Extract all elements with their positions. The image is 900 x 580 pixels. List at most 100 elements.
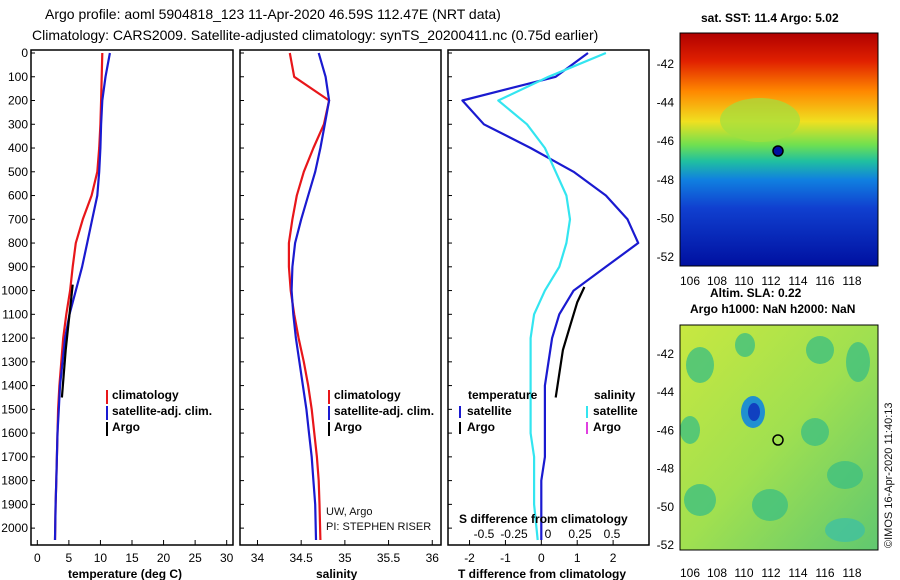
map-lon-tick-label: 106 [680, 274, 700, 288]
map-lon-tick-label: 118 [842, 274, 861, 288]
sst-map-title: sat. SST: 11.4 Argo: 5.02 [701, 11, 839, 25]
map-lon-tick-label: 110 [734, 566, 753, 580]
sla-eddy [806, 336, 834, 364]
map-lon-tick-label: 112 [761, 274, 780, 288]
map-lat-tick-label: -52 [657, 538, 675, 552]
s-difference-label: S difference from climatology [459, 512, 628, 526]
legend-label-climatology: climatology [334, 388, 401, 402]
depth-tick-label: 300 [8, 117, 28, 131]
s-diff-tick-label: 0.25 [568, 527, 592, 541]
temperature-legend: climatology satellite-adj. clim. Argo [106, 388, 212, 436]
sla-map [679, 324, 879, 551]
difference-panel-frame [447, 49, 650, 546]
legend-label-argo: Argo [112, 420, 140, 434]
map-lon-tick-label: 108 [707, 566, 727, 580]
legend-label-s-argo: Argo [593, 420, 621, 434]
s-diff-tick-label: -0.5 [474, 527, 495, 541]
series-line-temperature-argo [554, 286, 586, 398]
series-line-satellite-adj-clim- [53, 52, 111, 541]
argo-location-marker [772, 434, 784, 446]
depth-tick-label: 2000 [1, 521, 28, 535]
s-diff-tick-label: -0.25 [500, 527, 528, 541]
series-line-salinity-satellite [497, 51, 607, 541]
depth-tick-label: 1800 [1, 474, 28, 488]
map-lat-tick-label: -48 [657, 462, 675, 476]
x-tick-label: 1 [574, 551, 581, 565]
sla-title-line1: Altim. SLA: 0.22 [710, 286, 802, 300]
depth-tick-label: 1600 [1, 426, 28, 440]
map-lat-tick-label: -46 [657, 134, 675, 148]
depth-tick-label: 200 [8, 94, 28, 108]
x-tick-label: 30 [220, 551, 234, 565]
map-lat-tick-label: -44 [657, 385, 675, 399]
legend-label-argo: Argo [334, 420, 362, 434]
map-lat-tick-label: -42 [657, 347, 675, 361]
legend-label-satellite: satellite-adj. clim. [334, 404, 434, 418]
salinity-xlabel: salinity [316, 567, 358, 580]
depth-tick-label: 500 [8, 165, 28, 179]
depth-tick-label: 100 [8, 70, 28, 84]
map-lat-tick-label: -50 [657, 500, 675, 514]
series-line-temperature-satellite [461, 52, 640, 540]
map-lon-tick-label: 118 [842, 566, 861, 580]
sla-eddy [680, 416, 700, 444]
series-line-climatology [53, 52, 104, 541]
s-diff-tick-label: 0.5 [604, 527, 621, 541]
depth-tick-label: 1300 [1, 355, 28, 369]
series-line-climatology [287, 52, 331, 541]
legend-label-climatology: climatology [112, 388, 179, 402]
pi-note: PI: STEPHEN RISER [326, 521, 431, 533]
legend-label-t-argo: Argo [467, 420, 495, 434]
legend-label-s-satellite: satellite [593, 404, 638, 418]
sst-map [679, 32, 879, 267]
x-tick-label: 20 [157, 551, 171, 565]
depth-tick-label: 1000 [1, 284, 28, 298]
depth-tick-label: 800 [8, 236, 28, 250]
map-lat-tick-label: -46 [657, 423, 675, 437]
x-tick-label: -2 [464, 551, 475, 565]
map-lon-tick-label: 114 [788, 566, 807, 580]
map-lat-tick-label: -52 [657, 250, 675, 264]
difference-legend: temperature salinity satellite satellite… [459, 388, 638, 526]
chart-title-line1: Argo profile: aoml 5904818_123 11-Apr-20… [45, 6, 501, 22]
salinity-legend: climatology satellite-adj. clim. Argo UW… [326, 388, 434, 533]
sst-warm-patch [720, 98, 800, 142]
depth-tick-label: 400 [8, 141, 28, 155]
depth-tick-label: 1100 [2, 307, 28, 321]
legend-label-satellite: satellite-adj. clim. [112, 404, 212, 418]
legend-header-temperature: temperature [468, 388, 538, 402]
salinity-panel-frame [239, 49, 442, 546]
s-diff-tick-label: 0 [545, 527, 552, 541]
sla-eddy [684, 484, 716, 516]
depth-tick-label: 600 [8, 189, 28, 203]
depth-tick-label: 900 [8, 260, 28, 274]
x-tick-label: 2 [610, 551, 617, 565]
sla-eddy [686, 347, 714, 383]
uw-argo-note: UW, Argo [326, 506, 372, 518]
map-lon-tick-label: 116 [815, 274, 834, 288]
sla-eddy [735, 333, 755, 357]
map-lat-tick-label: -50 [657, 211, 675, 225]
sla-low-eddy-core [748, 403, 760, 421]
map-lon-tick-label: 108 [707, 274, 727, 288]
imos-watermark: ©IMOS 16-Apr-2020 11:40:13 [883, 403, 895, 548]
map-lon-tick-label: 112 [761, 566, 780, 580]
x-tick-label: 0 [34, 551, 41, 565]
depth-tick-label: 1200 [1, 331, 28, 345]
map-lon-tick-label: 110 [734, 274, 753, 288]
x-tick-label: 15 [125, 551, 139, 565]
difference-xlabel: T difference from climatology [458, 567, 626, 580]
chart-title-line2: Climatology: CARS2009. Satellite-adjuste… [32, 27, 599, 43]
x-tick-label: -1 [500, 551, 511, 565]
x-tick-label: 10 [94, 551, 108, 565]
sla-eddy [827, 461, 863, 489]
sla-map-border [679, 324, 879, 551]
map-lat-tick-label: -44 [657, 96, 675, 110]
sla-eddy [752, 489, 788, 521]
x-tick-label: 34.5 [289, 551, 313, 565]
x-tick-label: 34 [251, 551, 265, 565]
argo-location-marker [772, 145, 784, 157]
x-tick-label: 0 [538, 551, 545, 565]
map-lon-tick-label: 106 [680, 566, 700, 580]
